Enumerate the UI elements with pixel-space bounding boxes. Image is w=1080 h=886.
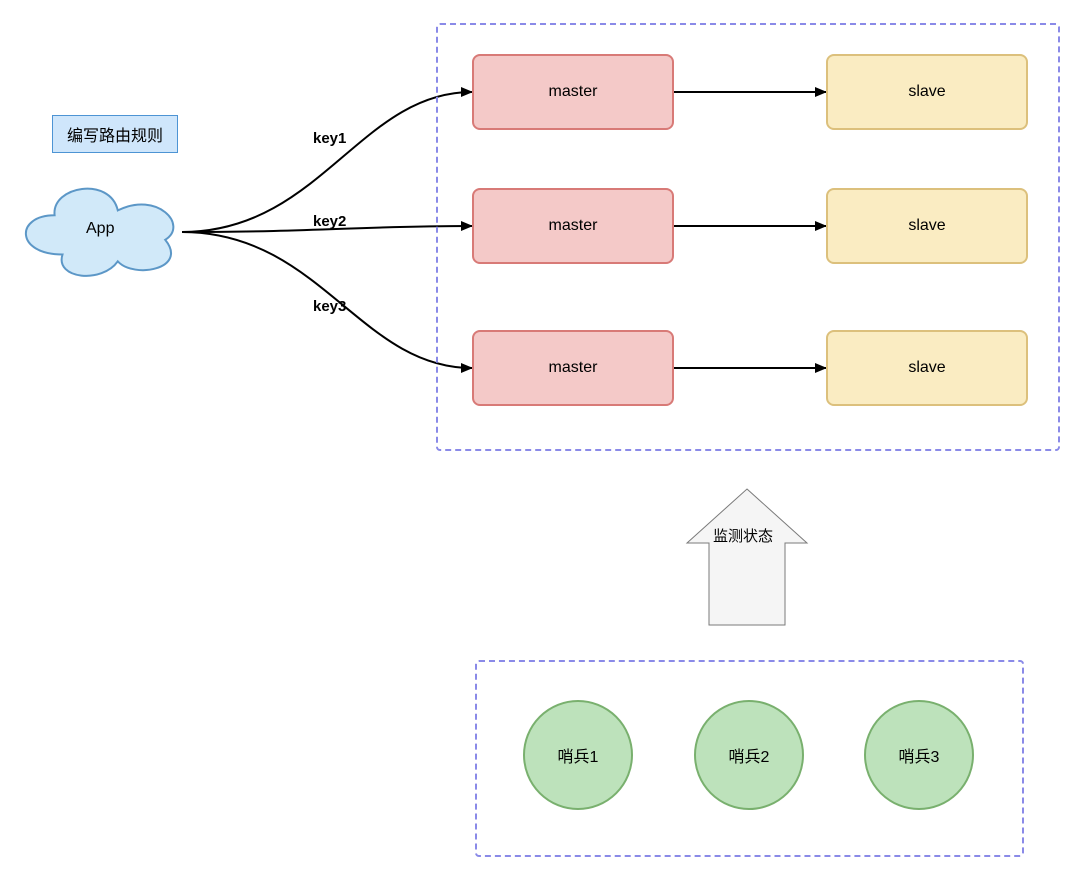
master-node-1: master bbox=[472, 54, 674, 130]
edge-label-key1: key1 bbox=[313, 130, 346, 147]
slave-node-3: slave bbox=[826, 330, 1028, 406]
monitor-arrow-shape bbox=[687, 489, 807, 625]
sentinel-node-2: 哨兵2 bbox=[694, 700, 804, 810]
edge-label-key2: key2 bbox=[313, 213, 346, 230]
monitor-arrow-label: 监测状态 bbox=[713, 525, 773, 546]
slave-node-1: slave bbox=[826, 54, 1028, 130]
diagram-canvas: 编写路由规则 App master master master slave slave s… bbox=[0, 0, 1080, 886]
routing-rule-label: 编写路由规则 bbox=[52, 115, 178, 153]
master-node-2: master bbox=[472, 188, 674, 264]
master-node-3: master bbox=[472, 330, 674, 406]
edge-app-to-master-1 bbox=[182, 92, 472, 232]
sentinel-node-1: 哨兵1 bbox=[523, 700, 633, 810]
slave-node-2: slave bbox=[826, 188, 1028, 264]
edge-label-key3: key3 bbox=[313, 298, 346, 315]
sentinel-node-3: 哨兵3 bbox=[864, 700, 974, 810]
app-cloud-label: App bbox=[86, 220, 114, 238]
routing-rule-text: 编写路由规则 bbox=[67, 128, 163, 145]
